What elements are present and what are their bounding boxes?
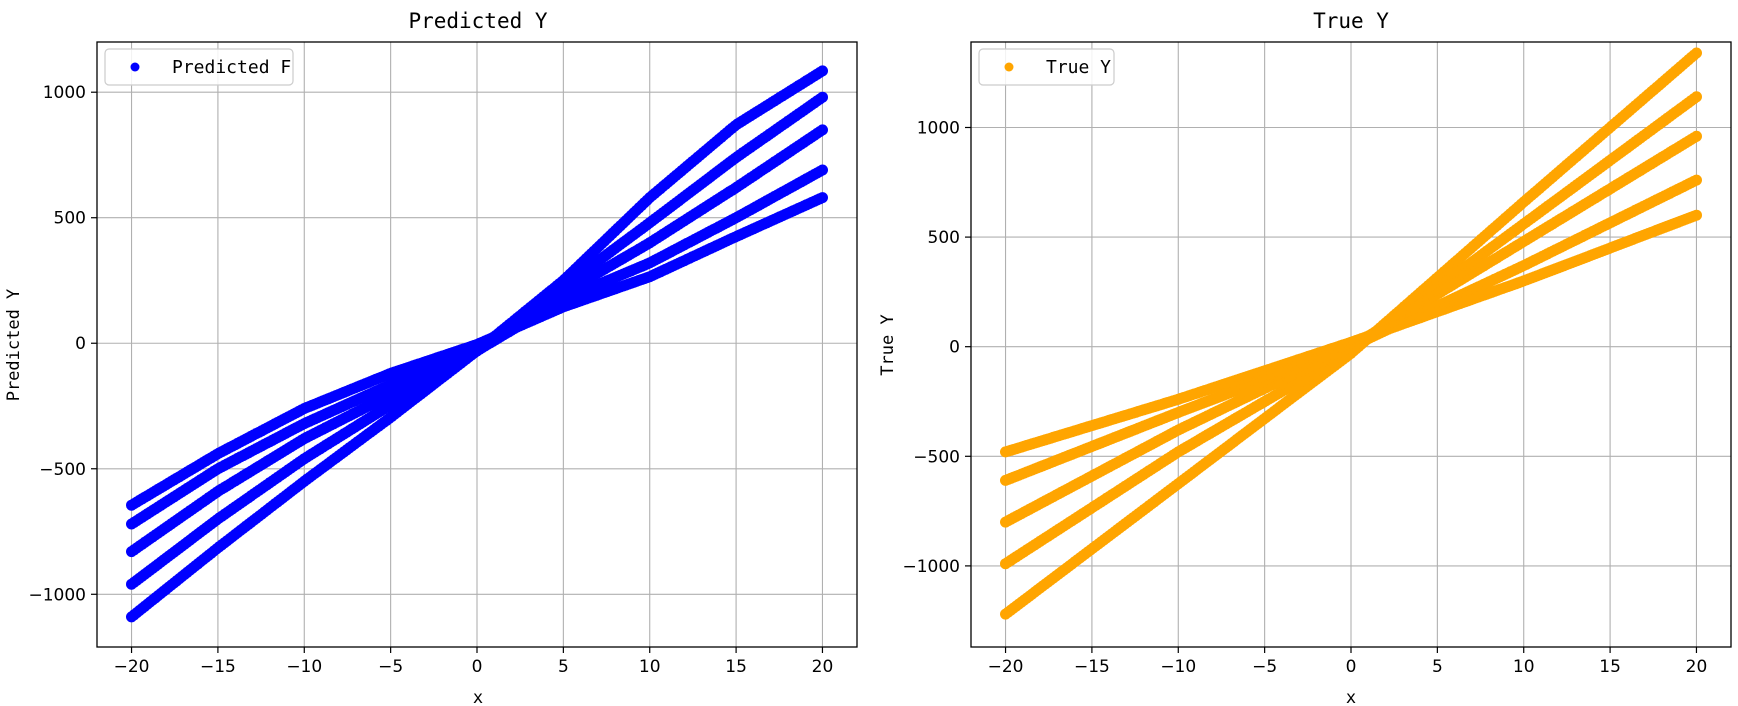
y-tick-label: 0 [949,338,960,358]
legend: Predicted F [104,48,294,86]
data-point [1691,91,1702,103]
x-tick-label: 10 [639,657,661,677]
x-tick-label: 15 [1599,657,1621,677]
ticks: −20 −15 −10 −5 0 5 10 15 20 −1000 −500 0 500 1000 [28,83,833,677]
data-point [1691,47,1702,59]
x-tick-label: −5 [378,657,403,677]
chart-title: True Y [1313,9,1389,33]
data-points [1000,47,1702,620]
x-tick-label: 5 [558,657,569,677]
y-tick-label: −1000 [902,557,960,577]
legend-entry: Predicted F [172,57,291,78]
data-point [817,65,828,77]
subplot-true: True Y −20 −15 −10 −5 0 5 10 15 20 −1000 −500 0 500 1… [878,9,1732,706]
x-tick-label: −20 [114,657,150,677]
x-tick-label: −20 [988,657,1024,677]
y-axis-label: True Y [878,314,898,375]
x-tick-label: 20 [812,657,834,677]
legend-marker [130,62,140,72]
subplot-predicted: Predicted Y −20 −15 −10 −5 0 5 10 15 20 −1000 −500… [4,9,858,706]
legend-marker [1004,62,1014,72]
data-point [1691,209,1702,221]
x-tick-label: 0 [472,657,483,677]
y-axis-label: Predicted Y [4,289,24,402]
x-tick-label: −5 [1252,657,1277,677]
y-tick-label: −500 [39,460,86,480]
x-tick-label: 0 [1346,657,1357,677]
y-tick-label: −500 [913,447,960,467]
chart-title: Predicted Y [408,9,547,33]
x-tick-label: −15 [1074,657,1110,677]
data-point [817,124,828,136]
x-tick-label: −10 [1160,657,1196,677]
data-point [1691,130,1702,142]
x-axis-label: x [473,688,483,706]
legend-entry: True Y [1046,57,1111,78]
x-tick-label: 20 [1686,657,1708,677]
data-point [817,192,828,204]
y-tick-label: 0 [75,334,86,354]
x-tick-label: −15 [200,657,236,677]
legend: True Y [978,48,1115,86]
data-points [126,65,828,623]
data-point [817,91,828,103]
legend-box [104,48,294,86]
legend-box [978,48,1115,86]
x-tick-label: 15 [725,657,747,677]
y-tick-label: −1000 [28,585,86,605]
x-tick-label: −10 [286,657,322,677]
x-tick-label: 10 [1513,657,1535,677]
y-tick-label: 1000 [917,118,960,138]
ticks: −20 −15 −10 −5 0 5 10 15 20 −1000 −500 0 500 1000 [902,118,1707,677]
data-point [1691,174,1702,186]
y-tick-label: 1000 [43,83,86,103]
y-tick-label: 500 [928,228,960,248]
y-tick-label: 500 [54,209,86,229]
x-tick-label: 5 [1432,657,1443,677]
x-axis-label: x [1346,688,1356,706]
data-point [817,164,828,176]
